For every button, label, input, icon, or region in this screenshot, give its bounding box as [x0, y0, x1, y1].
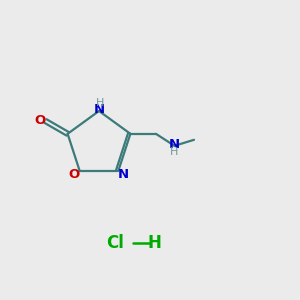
Text: H: H: [148, 234, 161, 252]
Text: O: O: [34, 114, 46, 127]
Text: N: N: [118, 168, 129, 181]
Text: H: H: [170, 147, 179, 158]
Text: Cl: Cl: [106, 234, 124, 252]
Text: O: O: [69, 168, 80, 181]
Text: H: H: [95, 98, 104, 108]
Text: N: N: [169, 138, 180, 151]
Text: N: N: [93, 103, 105, 116]
